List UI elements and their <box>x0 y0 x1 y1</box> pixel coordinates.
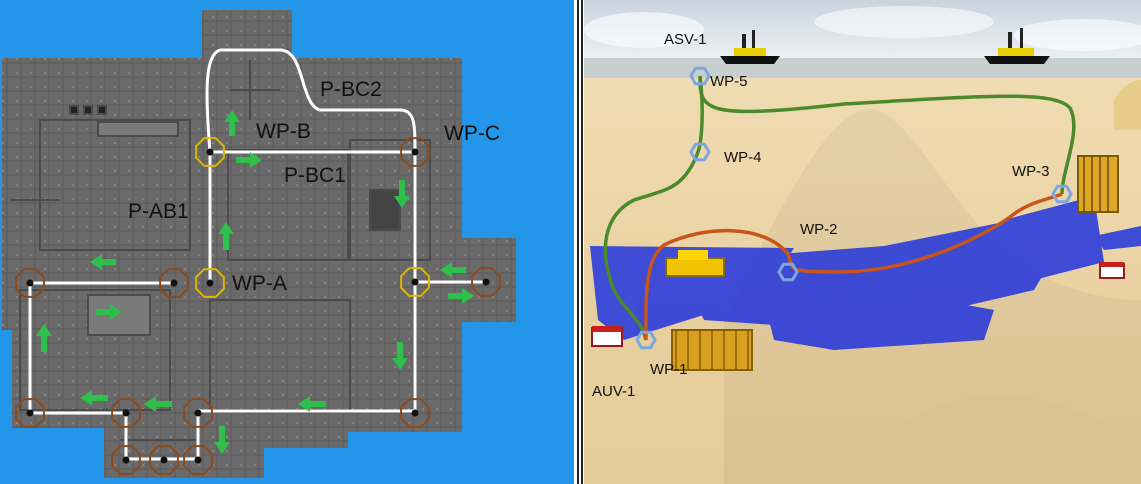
auv-icon <box>1099 262 1125 279</box>
waypoint-octagon-icon <box>195 268 225 298</box>
waypoint-octagon-icon <box>195 137 225 167</box>
sea-surface <box>584 58 1141 80</box>
waypoint-hexagon-icon <box>635 330 657 350</box>
waypoint-octagon-icon <box>149 445 179 475</box>
panel-divider <box>574 0 584 484</box>
waypoint-hexagon-icon <box>689 66 711 86</box>
subsea-structure-icon <box>1077 155 1119 213</box>
arrow-down-icon <box>214 426 230 454</box>
waypoint-label-wp-a: WP-A <box>232 272 287 295</box>
arrow-left-icon <box>144 396 172 412</box>
vehicle-label-asv-1: ASV-1 <box>664 31 707 48</box>
arrow-right-icon <box>236 152 262 168</box>
waypoint-octagon-icon <box>183 398 213 428</box>
waypoint-octagon-icon <box>111 445 141 475</box>
path-label-p-bc1: P-BC1 <box>284 164 346 187</box>
arrow-up-icon <box>36 324 52 352</box>
3d-seabed-view: ASV-1 WP-5 WP-4 WP-3 WP-2 WP-1 AUV-1 <box>584 0 1141 484</box>
waypoint-label-wp-3: WP-3 <box>1012 163 1050 180</box>
structure-details <box>10 60 431 441</box>
direction-arrows <box>36 110 474 454</box>
waypoint-octagon-icon <box>400 137 430 167</box>
waypoint-hexagon-icon <box>1051 184 1073 204</box>
top-down-map-view: WP-A WP-B WP-C P-AB1 P-BC1 P-BC2 <box>0 0 574 484</box>
arrow-up-icon <box>224 110 240 136</box>
waypoint-octagon-icon <box>183 445 213 475</box>
waypoint-label-wp-b: WP-B <box>256 120 311 143</box>
arrow-left-icon <box>298 396 326 412</box>
path-label-p-bc2: P-BC2 <box>320 78 382 101</box>
waypoint-octagon-icon <box>400 267 430 297</box>
auv-icon <box>591 326 623 347</box>
waypoint-octagon-icon <box>400 398 430 428</box>
arrow-left-icon <box>80 390 108 406</box>
arrow-down-icon <box>394 180 410 208</box>
waypoint-label-wp-c: WP-C <box>444 122 500 145</box>
waypoint-hexagon-icon <box>689 142 711 162</box>
ship-icon <box>720 30 780 64</box>
ship-icon <box>984 28 1050 64</box>
waypoint-hexagon-icon <box>777 262 799 282</box>
waypoint-label-wp-2: WP-2 <box>800 221 838 238</box>
seabed-structure <box>2 10 516 478</box>
top-down-map-canvas: WP-A WP-B WP-C P-AB1 P-BC1 P-BC2 <box>0 0 574 484</box>
waypoint-markers <box>15 137 501 475</box>
arrow-left-icon <box>440 262 466 278</box>
arrow-right-icon <box>448 288 474 304</box>
path-label-p-ab1: P-AB1 <box>128 200 189 223</box>
waypoint-octagon-icon <box>15 268 45 298</box>
waypoint-octagon-icon <box>111 398 141 428</box>
waypoint-markers <box>635 66 1073 350</box>
vehicle-label-auv-1: AUV-1 <box>592 383 635 400</box>
arrow-left-icon <box>90 254 116 270</box>
arrow-right-icon <box>96 304 122 320</box>
arrow-down-icon <box>392 342 408 370</box>
waypoint-octagon-icon <box>15 398 45 428</box>
sand-mound <box>1114 80 1141 130</box>
waypoint-octagon-icon <box>471 267 501 297</box>
waypoint-octagon-icon <box>159 268 189 298</box>
subsea-structure-icon <box>665 250 753 371</box>
surface-path-green <box>603 75 1076 341</box>
waypoint-label-wp-5: WP-5 <box>710 73 748 90</box>
waypoint-label-wp-4: WP-4 <box>724 149 762 166</box>
3d-seabed-canvas: ASV-1 WP-5 WP-4 WP-3 WP-2 WP-1 AUV-1 <box>584 0 1141 484</box>
arrow-up-icon <box>218 222 234 250</box>
waypoint-label-wp-1: WP-1 <box>650 361 688 378</box>
